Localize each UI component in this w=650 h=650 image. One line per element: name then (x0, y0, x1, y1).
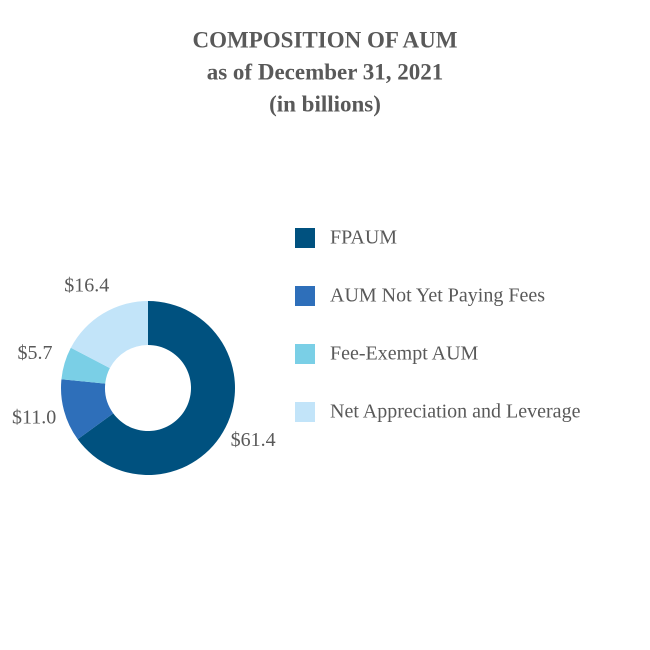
chart-subtitle: (in billions) (269, 91, 381, 116)
legend-label: AUM Not Yet Paying Fees (330, 285, 545, 307)
legend-swatch (295, 286, 315, 306)
legend-swatch (295, 402, 315, 422)
donut-slice (70, 301, 148, 369)
data-label: $16.4 (64, 275, 109, 297)
donut-slice (77, 301, 236, 475)
legend-swatch (295, 344, 315, 364)
data-label: $11.0 (12, 406, 56, 428)
data-label: $61.4 (231, 429, 276, 451)
legend-label: Net Appreciation and Leverage (330, 401, 581, 423)
chart-subtitle: as of December 31, 2021 (207, 59, 444, 84)
legend-swatch (295, 228, 315, 248)
donut-slice (61, 347, 110, 384)
legend-label: Fee-Exempt AUM (330, 343, 479, 365)
chart-title: COMPOSITION OF AUM (193, 27, 458, 52)
donut-slice (61, 379, 114, 440)
legend-label: FPAUM (330, 227, 397, 249)
data-label: $5.7 (17, 342, 52, 364)
